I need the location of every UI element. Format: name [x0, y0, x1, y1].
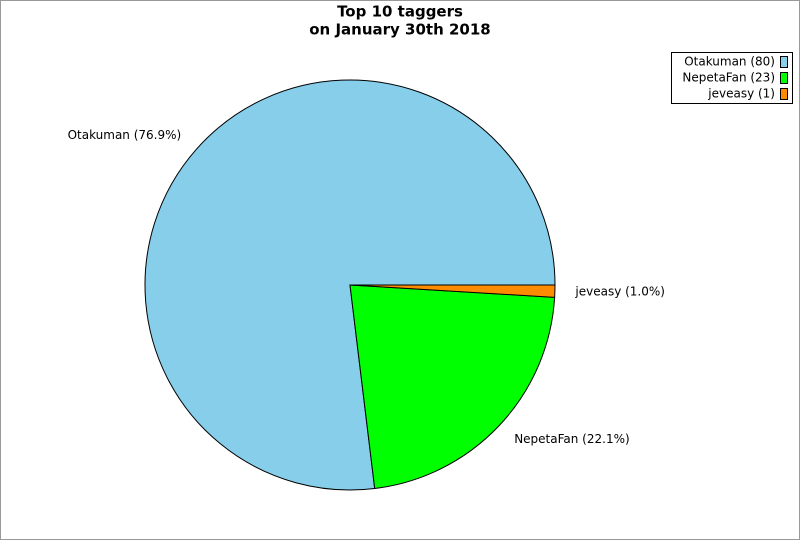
legend-box: [671, 52, 793, 104]
legend-label: jeveasy (1): [707, 87, 775, 101]
pie-slice: [349, 284, 556, 298]
legend-label: NepetaFan (23): [682, 71, 775, 85]
slice-label: Otakuman (76.9%): [68, 128, 182, 142]
pie-slice: [144, 79, 556, 491]
chart-title: Top 10 taggers: [337, 3, 463, 21]
slice-label: NepetaFan (22.1%): [514, 432, 629, 446]
legend-label: Otakuman (80): [684, 55, 775, 69]
legend-swatch: [780, 88, 788, 100]
chart-title: on January 30th 2018: [309, 21, 490, 39]
slice-label: jeveasy (1.0%): [574, 284, 665, 298]
legend-swatch: [780, 72, 788, 84]
legend-swatch: [780, 56, 788, 68]
pie-slice: [349, 284, 556, 490]
